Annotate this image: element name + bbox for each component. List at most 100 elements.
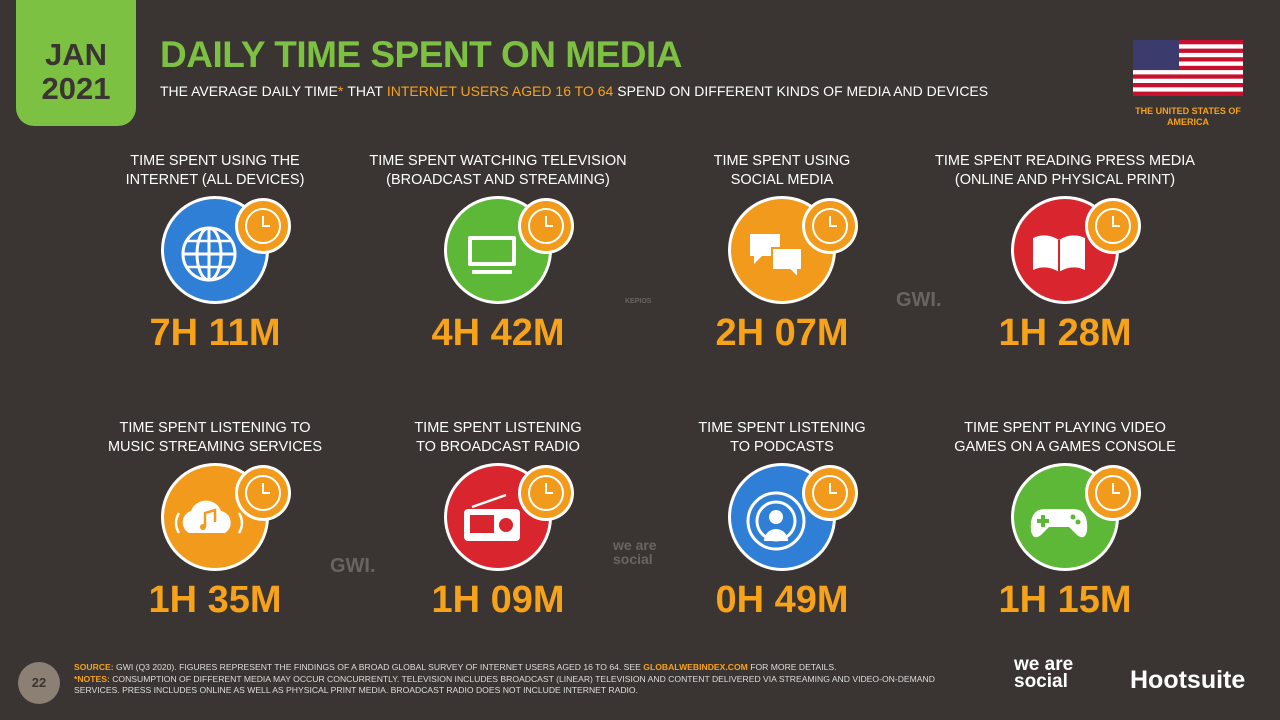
tile-label: TIME SPENT LISTENING TO MUSIC STREAMING S… xyxy=(75,419,355,457)
icon-part xyxy=(746,491,806,551)
icon-part xyxy=(1075,519,1081,525)
notes-line: *NOTES: CONSUMPTION OF DIFFERENT MEDIA M… xyxy=(74,674,944,697)
source-link[interactable]: GLOBALWEBINDEX.COM xyxy=(643,662,748,672)
flag-part xyxy=(1133,40,1243,45)
icon-part xyxy=(245,208,281,244)
icon-part xyxy=(829,216,837,227)
icon-part xyxy=(181,226,237,282)
icon-part xyxy=(203,508,217,527)
tile-value: 1H 28M xyxy=(998,312,1132,354)
tile-label-line: TIME SPENT USING xyxy=(713,153,851,169)
tile-label-line: TIME SPENT LISTENING TO xyxy=(119,420,311,436)
subtitle-highlight: INTERNET USERS AGED 16 TO 64 xyxy=(386,83,614,99)
icon-part xyxy=(802,465,858,521)
icon-part xyxy=(245,475,281,511)
watermark: GWI. xyxy=(896,289,942,311)
tile-label: TIME SPENT PLAYING VIDEO GAMES ON A GAMES… xyxy=(925,419,1205,457)
watermark: KEPIOS xyxy=(625,298,652,305)
subtitle-part: THAT xyxy=(347,83,383,99)
icon-part xyxy=(472,270,512,274)
icon-part xyxy=(174,500,244,534)
subtitle-part: SPEND ON DIFFERENT KINDS OF MEDIA AND DE… xyxy=(617,83,989,99)
tile-label-line: GAMES ON A GAMES CONSOLE xyxy=(954,439,1176,455)
icon-part xyxy=(200,524,206,530)
icon-part xyxy=(1037,519,1049,523)
flag-part xyxy=(1133,48,1243,53)
tile-label: TIME SPENT USING SOCIAL MEDIA xyxy=(642,152,922,190)
icon-part xyxy=(472,240,512,262)
tile-value: 2H 07M xyxy=(715,312,849,354)
icon-part xyxy=(174,512,244,534)
tile-label: TIME SPENT READING PRESS MEDIA (ONLINE AN… xyxy=(925,152,1205,190)
badge-month: JAN xyxy=(44,37,107,72)
icon-part xyxy=(470,515,494,533)
icon-part xyxy=(750,234,803,281)
icon-part xyxy=(262,483,270,494)
icon-part xyxy=(1112,216,1120,227)
brand-we-are-social: we are social xyxy=(1014,654,1074,692)
icon-part xyxy=(464,493,520,541)
flag-stripes xyxy=(1133,40,1243,96)
notes-text: CONSUMPTION OF DIFFERENT MEDIA MAY OCCUR… xyxy=(74,673,935,696)
source-text: GWI (Q3 2020). FIGURES REPRESENT THE FIN… xyxy=(116,662,641,672)
flag-part xyxy=(1133,91,1243,96)
tile-label-line: TIME SPENT LISTENING xyxy=(698,420,866,436)
tile-label: TIME SPENT WATCHING TELEVISION (BROADCAST… xyxy=(358,152,638,190)
date-badge: JAN 2021 xyxy=(16,0,136,126)
tile-label-line: (BROADCAST AND STREAMING) xyxy=(386,172,610,188)
tile-label-line: TO PODCASTS xyxy=(730,439,834,455)
icon-part xyxy=(812,208,848,244)
tile-label-line: TO BROADCAST RADIO xyxy=(416,439,580,455)
notes-label: *NOTES: xyxy=(74,673,110,684)
tile-label: TIME SPENT USING THE INTERNET (ALL DEVICE… xyxy=(75,152,355,190)
icon-part xyxy=(1085,465,1141,521)
tile-label: TIME SPENT LISTENING TO BROADCAST RADIO xyxy=(358,419,638,457)
tile-icon xyxy=(161,463,291,571)
tile-value: 1H 35M xyxy=(148,579,282,621)
tile-label-line: TIME SPENT READING PRESS MEDIA xyxy=(935,153,1195,169)
source-end: FOR MORE DETAILS. xyxy=(750,662,837,672)
country: THE UNITED STATES OF AMERICA xyxy=(1135,106,1241,127)
icon-part xyxy=(545,483,553,494)
icon-part xyxy=(262,216,270,227)
tile-icon xyxy=(444,463,574,571)
tile-value: 1H 09M xyxy=(431,579,565,621)
tile-label: TIME SPENT LISTENING TO PODCASTS xyxy=(642,419,922,457)
flag-part xyxy=(1133,74,1243,79)
icon-part xyxy=(812,475,848,511)
icon-part xyxy=(802,198,858,254)
tile-label-line: TIME SPENT PLAYING VIDEO xyxy=(964,420,1166,436)
icon-part xyxy=(471,493,507,509)
source-line: SOURCE: GWI (Q3 2020). FIGURES REPRESENT… xyxy=(74,662,944,674)
icon-part xyxy=(235,465,291,521)
tile-label-line: TIME SPENT WATCHING TELEVISION xyxy=(369,153,627,169)
flag-canton xyxy=(1133,40,1179,70)
tile-icon xyxy=(1011,196,1141,304)
brand-hootsuite: Hootsuite xyxy=(1130,666,1246,694)
icon-part xyxy=(1030,509,1088,538)
icon-part xyxy=(235,198,291,254)
icon-part xyxy=(182,500,231,533)
badge-year: 2021 xyxy=(41,71,111,106)
tile-value: 7H 11M xyxy=(149,312,281,354)
icon-part xyxy=(528,475,564,511)
icon-part xyxy=(545,216,553,227)
icon-part xyxy=(771,247,803,281)
tile-label-line: SOCIAL MEDIA xyxy=(730,172,834,188)
icon-part xyxy=(829,483,837,494)
tile-icon xyxy=(728,196,858,304)
watermark: we are social xyxy=(613,537,657,567)
icon-part xyxy=(1095,475,1131,511)
icon-part xyxy=(764,529,788,541)
tile-label-line: TIME SPENT LISTENING xyxy=(414,420,582,436)
tile-value: 1H 15M xyxy=(998,579,1132,621)
tile-label-line: INTERNET (ALL DEVICES) xyxy=(125,172,305,188)
icon-part xyxy=(1112,483,1120,494)
icon-part xyxy=(746,491,806,551)
footer-text: SOURCE: GWI (Q3 2020). FIGURES REPRESENT… xyxy=(74,662,944,697)
tile-icon xyxy=(728,463,858,571)
icon-part xyxy=(468,236,516,274)
